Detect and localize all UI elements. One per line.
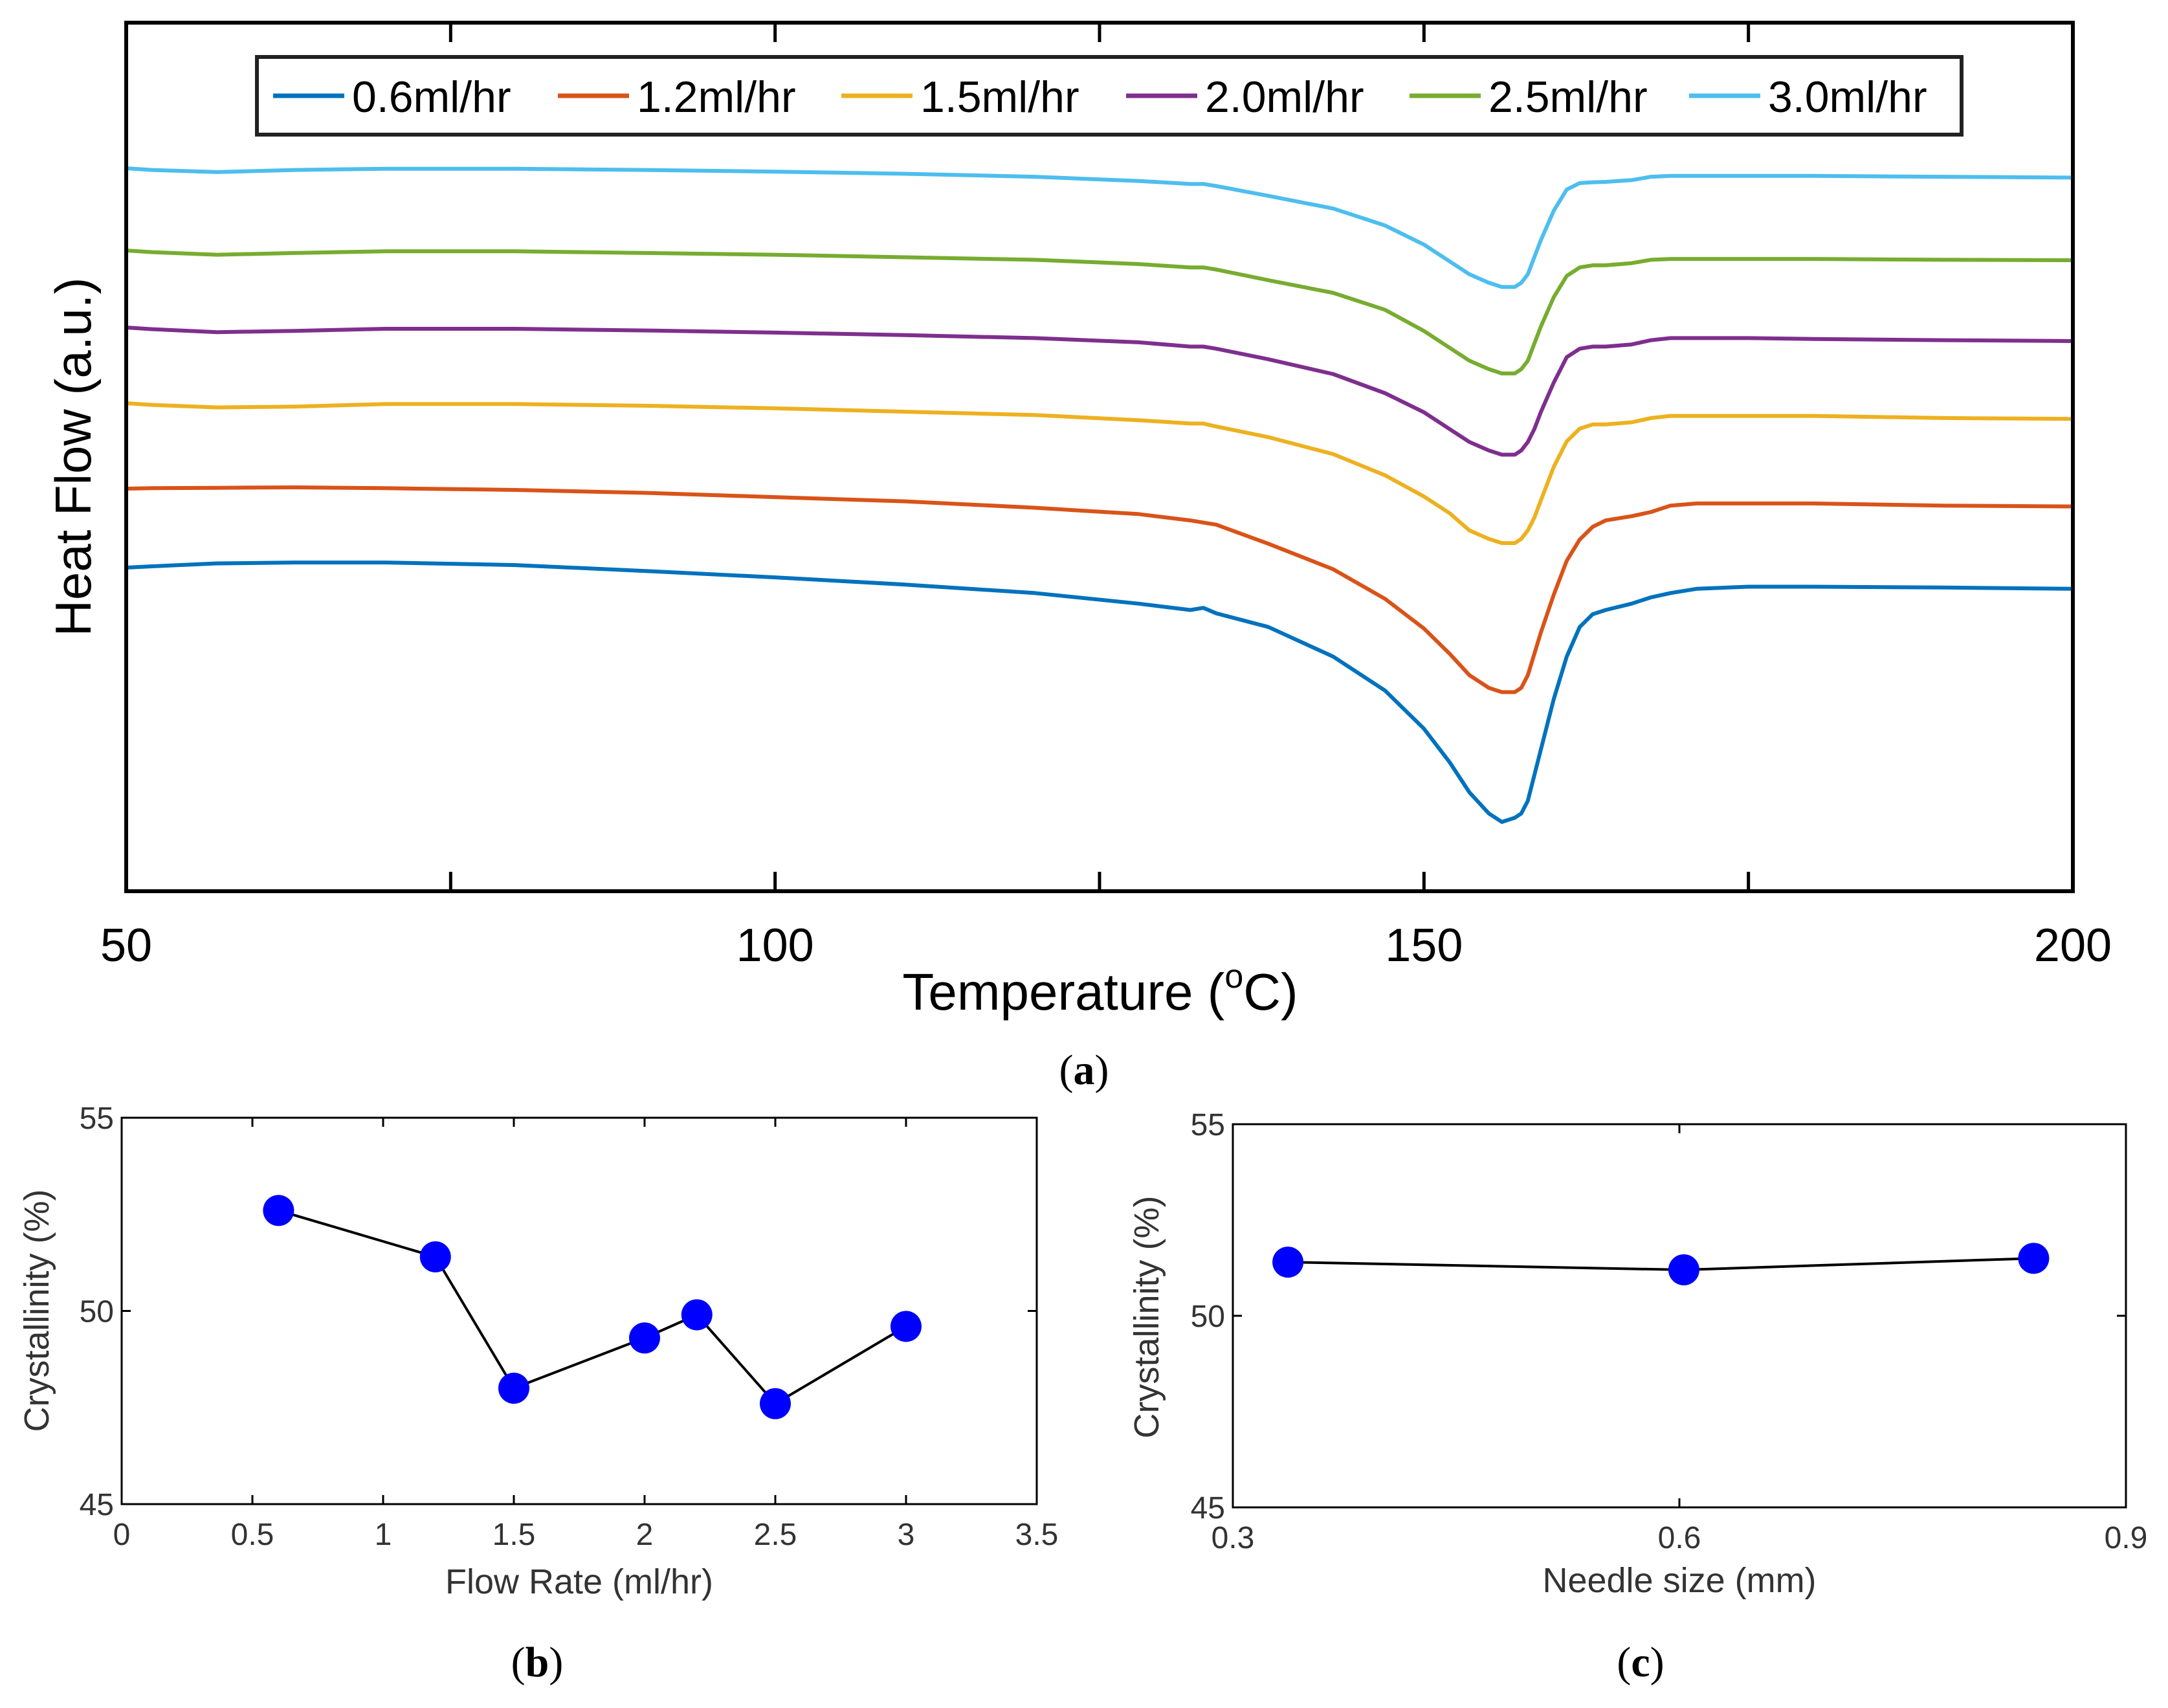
panel-c-data-point [1272,1247,1304,1278]
panel-c-label: (c) [1617,1639,1664,1686]
legend-label: 2.0ml/hr [1205,72,1364,122]
panel-a-legend: 0.6ml/hr 1.2ml/hr 1.5ml/hr 2.0ml/hr 2.5ml/hr… [255,55,1963,137]
series-line-2.0ml/hr [126,326,2074,457]
panel-b-x-tick-label: 3.5 [1015,1518,1059,1552]
panel-b-letter: b [525,1639,549,1686]
panel-b-data-point [760,1388,791,1419]
panel-b-data-point [419,1241,451,1272]
panel-c-x-tick-label: 0.3 [1211,1521,1255,1555]
panel-a-open-paren: ( [1059,1047,1074,1094]
legend-label: 3.0ml/hr [1768,72,1927,122]
panel-b-x-tick-label: 2.5 [754,1518,797,1552]
panel-b-open-paren: ( [511,1639,525,1686]
x-tick-label: 200 [2034,920,2112,971]
panel-c-open-paren: ( [1617,1639,1631,1686]
panel-a-close-paren: ) [1095,1047,1109,1094]
panel-c-data-point [1668,1254,1699,1285]
panel-a-y-axis-label: Heat Flow (a.u.) [45,278,102,637]
legend-label: 1.5ml/hr [920,72,1079,122]
series-line-2.5ml/hr [126,249,2074,375]
x-label-end: C) [1243,963,1298,1021]
panel-a-x-ticks: 50 100 150 200 [100,23,2112,971]
panel-c-close-paren: ) [1650,1639,1665,1686]
panel-b-data-point [263,1195,294,1226]
x-label-superscript: o [1224,958,1243,995]
x-tick-label: 150 [1385,920,1463,971]
panel-c-scatter-chart: 0.3 0.6 0.9 45 50 55 Needle size (mm) Crystal… [1127,1108,2147,1600]
panel-c-x-tick-label: 0.9 [2105,1521,2148,1555]
panel-c-y-tick-label: 50 [1191,1300,1225,1334]
panel-c-y-tick-label: 55 [1191,1108,1225,1142]
legend-label: 1.2ml/hr [637,72,796,122]
panel-a-letter: a [1074,1047,1095,1094]
x-tick-label: 50 [100,920,152,971]
panel-c-y-axis-label: Crystallinity (%) [1127,1195,1166,1438]
panel-b-plot-frame [120,1116,1038,1505]
panel-c-series-group [1272,1243,2050,1285]
panel-b-scatter-chart: 0 0.5 1 1.5 2 2.5 3 3.5 45 50 55 Flow Rate (ml/hr)… [17,1102,1058,1601]
panel-c-plot-frame [1232,1123,2127,1509]
panel-c-y-tick-label: 45 [1191,1491,1225,1525]
panel-c-data-point [2018,1243,2050,1274]
panel-b-y-axis-label: Crystallinity (%) [17,1189,56,1432]
panel-a-plot-frame [124,21,2075,893]
legend-items: 0.6ml/hr 1.2ml/hr 1.5ml/hr 2.0ml/hr 2.5ml/hr… [273,72,1927,122]
panel-b-connect-line [278,1209,907,1406]
panel-b-y-tick-label: 50 [80,1295,114,1329]
panel-a-dsc-chart: 50 100 150 200 Heat Flow (a.u.) Temperature… [45,21,2112,1021]
panel-c-connect-line [1288,1257,2034,1272]
legend-label: 2.5ml/hr [1488,72,1648,122]
panel-b-series-group [263,1195,922,1419]
series-line-3.0ml/hr [126,166,2074,289]
panel-b-x-tick-label: 1.5 [492,1518,536,1552]
panel-b-data-point [498,1372,529,1404]
panel-c-letter: c [1631,1639,1650,1686]
panel-b-x-axis-label: Flow Rate (ml/hr) [445,1562,713,1601]
panel-b-axes: 0 0.5 1 1.5 2 2.5 3 3.5 45 50 55 [80,1102,1059,1552]
panel-b-x-tick-label: 2 [636,1518,654,1552]
panel-b-data-point [681,1299,713,1331]
panel-b-x-tick-label: 3 [898,1518,915,1552]
x-label-main: Temperature ( [902,963,1224,1021]
series-line-1.2ml/hr [126,485,2074,694]
panel-c-axes: 0.3 0.6 0.9 45 50 55 [1191,1108,2148,1555]
x-tick-label: 100 [736,920,814,971]
panel-b-x-tick-label: 1 [375,1518,392,1552]
panel-b-data-point [890,1311,922,1342]
panel-b-x-tick-label: 0 [113,1518,131,1552]
panel-b-data-point [629,1322,660,1354]
panel-b-close-paren: ) [549,1639,563,1686]
panel-a-label: (a) [1059,1047,1109,1094]
panel-c-x-axis-label: Needle size (mm) [1542,1561,1816,1600]
panel-b-y-tick-label: 55 [80,1102,114,1136]
panel-a-x-axis-label: Temperature (oC) [902,958,1298,1021]
panel-b-x-tick-label: 0.5 [231,1518,274,1552]
panel-b-y-tick-label: 45 [80,1488,114,1522]
series-line-1.5ml/hr [126,401,2074,546]
panel-b-label: (b) [511,1639,564,1686]
legend-label: 0.6ml/hr [352,72,511,122]
panel-c-x-tick-label: 0.6 [1658,1521,1701,1555]
panel-a-series-group [126,166,2074,824]
legend-box [255,55,1963,137]
series-line-0.6ml/hr [126,560,2074,824]
